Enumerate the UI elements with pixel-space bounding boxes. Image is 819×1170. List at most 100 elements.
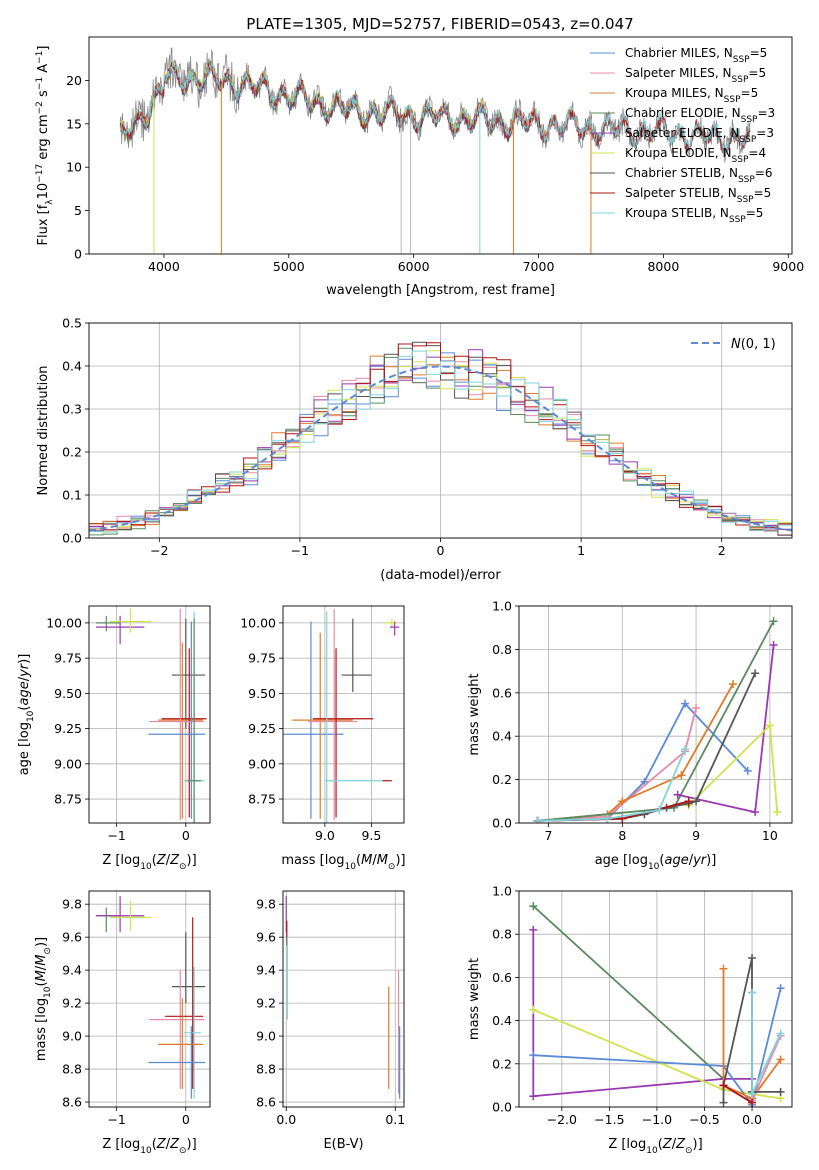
weight-marker [776, 984, 785, 993]
weight-line [537, 707, 697, 822]
legend-entry: Kroupa ELODIE, NSSP=4 [625, 146, 766, 165]
weight-marker [748, 1098, 757, 1107]
weight-line [537, 748, 686, 822]
axes-frame [282, 605, 405, 824]
y-tick-label: 9.0 [62, 1029, 82, 1044]
axes-frame [88, 605, 211, 824]
gaussian-curve [89, 365, 792, 532]
y-tick-label: 9.8 [256, 897, 276, 912]
axes-frame [282, 890, 405, 1108]
y-tick-label: 8.6 [62, 1095, 82, 1110]
y-tick-label: 0.4 [62, 359, 82, 374]
y-axis-label: Flux [fλ10−17 erg cm−2 s−1 A−1] [35, 46, 55, 246]
weight-marker [529, 1092, 538, 1101]
x-tick-label: 0.1 [385, 1112, 405, 1127]
y-tick-label: 15 [66, 116, 82, 131]
y-tick-label: 9.00 [248, 756, 276, 771]
legend-entry: Salpeter ELODIE, NSSP=3 [625, 126, 774, 145]
residual-histogram [89, 342, 792, 531]
y-tick-label: 9.2 [256, 996, 276, 1011]
x-tick-label: 1 [577, 543, 585, 558]
plot-area-weight-vs-age [533, 617, 782, 823]
weight-line [537, 672, 756, 822]
panel-mass-vs-Z: −1 0 8.6 8.8 9.0 9.2 9.4 9.6 9.8 Z [log10(Z/Z⊙)] m… [34, 890, 211, 1156]
x-tick-label: 0 [182, 1112, 190, 1127]
plot-area-age-vs-mass [283, 608, 400, 823]
y-tick-label: 9.6 [62, 930, 82, 945]
y-tick-label: 9.4 [62, 963, 82, 978]
y-tick-label: 0.4 [492, 729, 512, 744]
weight-marker [769, 641, 778, 650]
weight-marker [751, 669, 760, 678]
y-tick-label: 0.5 [62, 316, 82, 331]
weight-marker [748, 953, 757, 962]
y-tick-label: 1.0 [492, 599, 512, 614]
x-tick-label: 0 [437, 543, 445, 558]
weight-marker [776, 1055, 785, 1064]
axes-frame [88, 890, 211, 1108]
x-tick-label: −0.5 [689, 1112, 719, 1127]
weight-marker [748, 1090, 757, 1099]
weight-line [532, 905, 725, 1080]
y-tick-label: 0.2 [62, 445, 82, 460]
x-axis-label: (data-model)/error [380, 568, 501, 583]
y-tick-label: 0.8 [492, 927, 512, 942]
weight-marker [719, 1098, 728, 1107]
weight-marker [673, 790, 682, 799]
weight-marker [776, 1029, 785, 1038]
y-tick-label: 8.8 [62, 1062, 82, 1077]
weight-marker [719, 964, 728, 973]
legend-entry: Chabrier MILES, NSSP=5 [625, 46, 767, 65]
y-tick-label: 0.0 [62, 531, 82, 546]
y-axis-label: age [log10(age/yr)] [17, 654, 36, 776]
x-tick-label: 9.5 [361, 828, 381, 843]
weight-marker [773, 808, 782, 817]
weight-marker [748, 988, 757, 997]
y-tick-label: 9.50 [54, 686, 82, 701]
weight-line [533, 987, 782, 1107]
y-tick-label: 10 [66, 160, 82, 175]
x-tick-label: −1 [107, 1112, 125, 1127]
y-tick-label: 0.8 [492, 642, 512, 657]
y-tick-label: 9.50 [248, 686, 276, 701]
y-tick-label: 9.8 [62, 897, 82, 912]
y-tick-label: 0.6 [492, 970, 512, 985]
y-tick-label: 9.75 [248, 651, 276, 666]
y-tick-label: 9.25 [248, 721, 276, 736]
y-tick-label: 20 [66, 73, 82, 88]
x-tick-label: −2 [150, 543, 168, 558]
weight-marker [681, 699, 690, 708]
y-axis-label: Normed distribution [36, 366, 51, 496]
y-tick-label: 9.75 [54, 651, 82, 666]
legend-entry: Salpeter MILES, NSSP=5 [625, 66, 766, 85]
y-axis-label: mass weight [467, 958, 482, 1040]
y-tick-label: 0.2 [492, 1056, 512, 1071]
x-axis-label: Z [log10(Z/Z⊙)] [102, 853, 196, 872]
x-tick-label: 0.0 [276, 1112, 296, 1127]
panel-weight-vs-Z: −2.0 −1.5 −1.0 −0.5 0.0 0.0 0.2 0.4 0.6 0.8 1.0 Z [… [467, 884, 793, 1156]
axes-frame [88, 322, 793, 539]
x-tick-label: −1.5 [594, 1112, 624, 1127]
panel-age-vs-Z: −1 0 8.75 9.00 9.25 9.50 9.75 10.00 Z [log10(Z/Z… [17, 605, 211, 872]
weight-marker [677, 771, 686, 780]
legend-entry: Kroupa MILES, NSSP=5 [625, 86, 758, 105]
weight-marker [529, 1051, 538, 1060]
legend-entry: Kroupa STELIB, NSSP=5 [625, 206, 763, 225]
x-axis-label: Z [log10(Z/Z⊙)] [608, 1137, 702, 1156]
plot-area-age-vs-Z [95, 608, 207, 823]
x-tick-label: 6000 [398, 259, 430, 274]
figure-title: PLATE=1305, MJD=52757, FIBERID=0543, z=0… [246, 15, 633, 33]
weight-line [723, 1084, 753, 1104]
x-tick-label: 9.0 [315, 828, 335, 843]
y-tick-label: 9.2 [62, 996, 82, 1011]
weight-marker [618, 797, 627, 806]
weight-marker [533, 816, 542, 823]
plot-area-mass-vs-Z [95, 895, 206, 1099]
y-tick-label: 8.75 [248, 792, 276, 807]
legend-entry: Chabrier STELIB, NSSP=6 [625, 166, 773, 185]
y-tick-label: 0.4 [492, 1013, 512, 1028]
y-tick-label: 8.6 [256, 1095, 276, 1110]
x-axis-label: E(B-V) [323, 1137, 363, 1152]
y-tick-label: 0.0 [492, 816, 512, 831]
